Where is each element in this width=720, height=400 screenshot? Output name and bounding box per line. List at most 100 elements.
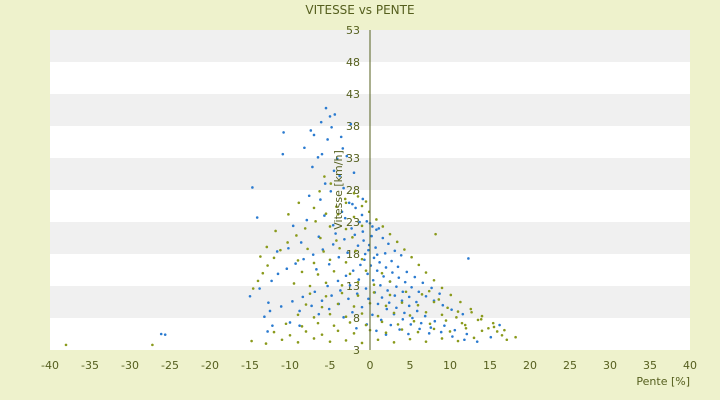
data-point [300,325,304,328]
data-point [371,278,375,282]
data-point [352,305,356,308]
data-point [480,314,484,318]
data-point [332,269,336,273]
data-point [352,332,356,335]
data-point [311,253,315,256]
data-point [375,329,378,333]
data-point [487,326,490,330]
data-point [375,228,378,231]
data-point [388,232,392,236]
data-point [376,302,380,306]
data-point [255,216,259,219]
y-tick-label: 18 [346,248,360,261]
data-point [336,213,340,216]
data-point [463,323,467,327]
data-point [339,135,343,139]
data-point [329,182,333,185]
data-point [375,269,379,272]
data-point [328,340,332,343]
data-point [324,294,328,298]
data-point [317,312,321,316]
data-point [270,279,273,283]
data-point [395,285,398,288]
data-point [265,245,269,249]
data-point [307,194,311,198]
data-point [403,280,407,284]
x-axis-ticks: -40 -35 -30 -25 -20 -15 -10 -5 0 5 10 15 20 25 30 35 40 [41,359,697,372]
data-point [408,314,412,317]
data-point [295,234,298,237]
data-point [403,311,406,315]
data-point [360,204,364,208]
data-point [388,280,392,283]
data-point [381,236,385,240]
data-point [382,275,385,278]
data-point [344,339,348,342]
data-point [410,255,413,259]
x-tick-label: 5 [407,359,414,372]
data-point [420,293,424,296]
data-point [360,305,364,309]
data-point [359,263,362,267]
data-point [372,256,376,260]
data-point [281,152,285,156]
data-point [428,322,432,326]
data-point [440,286,444,290]
data-point [251,287,255,290]
data-point [323,214,326,217]
data-point [284,322,288,326]
data-point [395,306,398,310]
data-point [364,269,368,272]
data-point [320,333,324,336]
data-point [492,325,496,329]
data-point [500,333,504,337]
data-point [491,321,495,325]
data-point [391,271,394,274]
data-point [449,293,453,297]
data-point [286,241,289,244]
data-point [348,321,352,324]
data-point [376,338,380,342]
x-tick-label: 15 [483,359,497,372]
data-point [287,213,290,216]
data-point [344,274,348,278]
data-point [367,297,370,301]
data-point [274,229,277,233]
data-point [310,304,313,308]
data-point [355,326,358,330]
data-point [438,292,441,295]
data-point [248,294,252,298]
x-tick-label: 10 [443,359,457,372]
data-point [399,253,403,257]
data-point [298,324,301,327]
data-point [503,328,506,332]
data-point [64,343,68,347]
data-point [361,197,365,201]
data-point [375,253,379,256]
data-point [429,326,433,329]
data-point [324,106,328,110]
data-point [316,321,320,325]
data-point [461,312,465,316]
data-point [336,302,340,306]
data-point [446,306,449,310]
data-point [469,307,473,311]
data-point [450,308,453,311]
data-point [292,282,296,285]
data-point [322,250,325,253]
data-point [327,307,331,311]
data-point [354,249,357,253]
data-point [271,324,274,327]
data-point [424,310,428,314]
data-point [418,327,421,331]
data-point [312,261,316,265]
data-point [467,257,470,260]
data-point [280,338,284,342]
data-point [459,300,462,304]
data-point [305,218,309,222]
data-point [348,272,352,276]
data-point [309,129,313,132]
data-point [383,252,387,255]
data-point [367,248,370,252]
